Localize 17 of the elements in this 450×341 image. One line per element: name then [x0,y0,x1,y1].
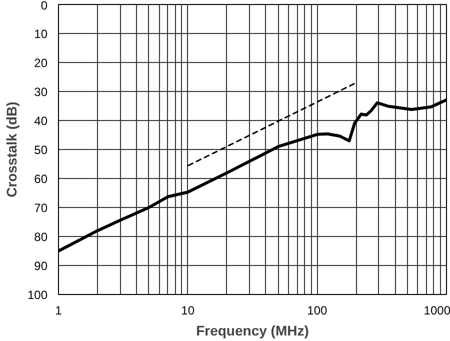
x-tick-label: 100 [307,304,328,318]
y-tick-label: 70 [34,201,48,215]
y-tick-label: 0 [40,0,48,12]
x-tick-label: 10 [181,304,195,318]
y-tick-label: 80 [34,230,48,244]
y-tick-label: 40 [34,114,48,128]
x-axis-title: Frequency (MHz) [196,322,309,338]
y-tick-label: 100 [27,288,48,302]
y-tick-label: 90 [34,259,48,273]
y-axis-title: Crosstalk (dB) [3,102,20,198]
y-tick-label: 20 [34,56,48,70]
y-tick-label: 50 [34,143,48,157]
x-tick-label: 1000 [424,304,450,318]
y-tick-label: 30 [34,85,48,99]
x-tick-label: 1 [55,304,62,318]
y-tick-label: 60 [34,172,48,186]
y-tick-label: 10 [34,27,48,41]
